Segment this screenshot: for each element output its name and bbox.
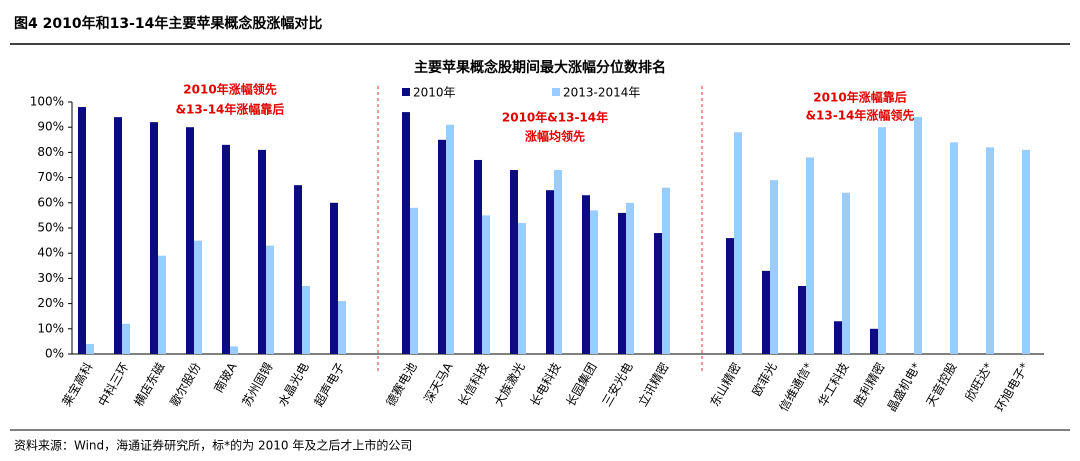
bar <box>330 202 338 354</box>
x-tick-label: 超声电子 <box>311 360 348 409</box>
bar <box>554 170 562 354</box>
bar <box>546 190 554 354</box>
y-tick-label: 50% <box>37 221 64 235</box>
bar <box>194 240 202 354</box>
y-tick-label: 40% <box>37 246 64 260</box>
bar <box>770 180 778 354</box>
bar <box>914 117 922 355</box>
x-tick-label: 苏州固锝 <box>239 360 275 409</box>
bar <box>1022 149 1030 354</box>
bar <box>258 149 266 354</box>
bar <box>510 170 518 354</box>
x-tick-label: 信维通信* <box>776 360 815 414</box>
x-tick-label: 歌尔股份 <box>167 360 204 409</box>
x-tick-label: 长电科技 <box>527 360 563 409</box>
bar <box>186 127 194 354</box>
y-tick-label: 10% <box>37 321 64 335</box>
x-tick-label: 长园集团 <box>563 360 600 409</box>
bar <box>150 122 158 354</box>
legend-swatch <box>402 88 410 96</box>
bar <box>158 255 166 354</box>
chart-title: 主要苹果概念股期间最大涨幅分位数排名 <box>414 59 666 76</box>
bar <box>654 233 662 354</box>
legend-label: 2013-2014年 <box>563 86 640 100</box>
bar <box>438 139 446 354</box>
bar <box>870 328 878 354</box>
bar <box>762 270 770 354</box>
bar <box>798 285 806 354</box>
legend-swatch <box>552 88 560 96</box>
x-tick-label: 水晶光电 <box>275 360 311 409</box>
x-tick-label: 胜利精密 <box>851 360 888 409</box>
annotation: 2010年&13-14年 <box>502 110 608 125</box>
bar <box>482 215 490 354</box>
annotation: &13-14年涨幅靠后 <box>176 102 285 117</box>
bar <box>950 142 958 354</box>
y-tick-label: 0% <box>45 347 64 361</box>
y-tick-label: 70% <box>37 170 64 184</box>
bar <box>474 159 482 354</box>
x-tick-label: 德赛电池 <box>383 360 420 409</box>
x-tick-label: 天音控股 <box>923 360 960 409</box>
bar <box>662 187 670 354</box>
bar <box>842 192 850 354</box>
legend-label: 2010年 <box>413 86 456 100</box>
bar <box>626 202 634 354</box>
y-tick-label: 30% <box>37 271 64 285</box>
x-tick-label: 三安光电 <box>599 360 636 409</box>
bar <box>618 212 626 354</box>
x-tick-label: 长信科技 <box>455 360 491 409</box>
bar <box>122 323 130 354</box>
bar <box>518 222 526 354</box>
bar <box>114 117 122 355</box>
y-tick-label: 100% <box>30 95 64 109</box>
bar <box>222 144 230 354</box>
bar <box>590 210 598 354</box>
x-tick-label: 南玻A <box>211 359 240 395</box>
y-tick-label: 90% <box>37 120 64 134</box>
bar <box>302 285 310 354</box>
bar <box>410 207 418 354</box>
bar <box>834 321 842 354</box>
x-tick-label: 欣旺达* <box>962 360 995 403</box>
bar <box>86 343 94 354</box>
bar <box>726 238 734 354</box>
annotation: 2010年涨幅靠后 <box>813 90 906 105</box>
x-tick-label: 华工科技 <box>815 360 851 409</box>
bar <box>734 132 742 354</box>
bar <box>402 112 410 354</box>
x-tick-label: 大族激光 <box>491 360 527 409</box>
bar <box>338 301 346 354</box>
x-tick-label: 晶盛机电* <box>884 360 924 414</box>
x-tick-label: 立讯精密 <box>635 360 672 409</box>
x-tick-label: 莱宝高科 <box>59 360 96 409</box>
bar <box>294 185 302 354</box>
bar <box>878 127 886 354</box>
bar <box>266 245 274 354</box>
bar <box>986 147 994 354</box>
header: 图4 2010年和13-14年主要苹果概念股涨幅对比 <box>14 15 322 32</box>
annotation: &13-14年涨幅领先 <box>806 108 915 123</box>
bar <box>806 157 814 354</box>
bar <box>78 107 86 354</box>
x-tick-label: 东山精密 <box>707 360 744 409</box>
x-tick-label: 欧菲光 <box>749 360 779 398</box>
annotation: 涨幅均领先 <box>525 129 585 144</box>
y-tick-label: 60% <box>37 195 64 209</box>
x-tick-label: 深天马A <box>421 360 456 406</box>
bar <box>582 195 590 354</box>
source: 资料来源：Wind，海通证券研究所，标*的为 2010 年及之后才上市的公司 <box>14 438 412 453</box>
y-tick-label: 80% <box>37 145 64 159</box>
y-tick-label: 20% <box>37 296 64 310</box>
bar <box>446 124 454 355</box>
x-tick-label: 中科三环 <box>95 360 132 409</box>
bar <box>230 346 238 354</box>
annotation: 2010年涨幅领先 <box>183 82 276 97</box>
x-tick-label: 环旭电子* <box>992 360 1031 414</box>
x-tick-label: 横店东磁 <box>131 360 168 409</box>
